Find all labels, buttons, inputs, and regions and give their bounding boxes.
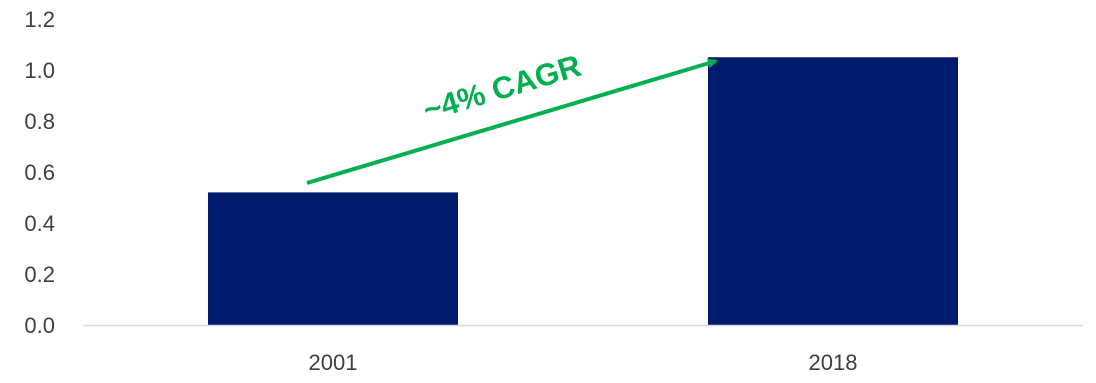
- cagr-label: ~4% CAGR: [419, 48, 585, 128]
- bars-group: [208, 57, 958, 325]
- y-tick-label-5: 1.0: [24, 58, 55, 83]
- y-axis-tick-labels: 0.0 0.2 0.4 0.6 0.8 1.0 1.2: [24, 7, 55, 338]
- y-tick-label-6: 1.2: [24, 7, 55, 32]
- y-tick-label-4: 0.8: [24, 109, 55, 134]
- cagr-annotation: ~4% CAGR: [306, 48, 718, 185]
- y-tick-label-1: 0.2: [24, 262, 55, 287]
- y-tick-label-3: 0.6: [24, 160, 55, 185]
- bar-2001: [208, 192, 458, 325]
- y-tick-label-2: 0.4: [24, 211, 55, 236]
- cagr-arrow: [306, 58, 718, 185]
- bar-2018: [708, 57, 958, 325]
- x-tick-label-2001: 2001: [309, 350, 358, 375]
- y-tick-label-0: 0.0: [24, 313, 55, 338]
- x-axis-tick-labels: 2001 2018: [309, 350, 858, 375]
- x-tick-label-2018: 2018: [809, 350, 858, 375]
